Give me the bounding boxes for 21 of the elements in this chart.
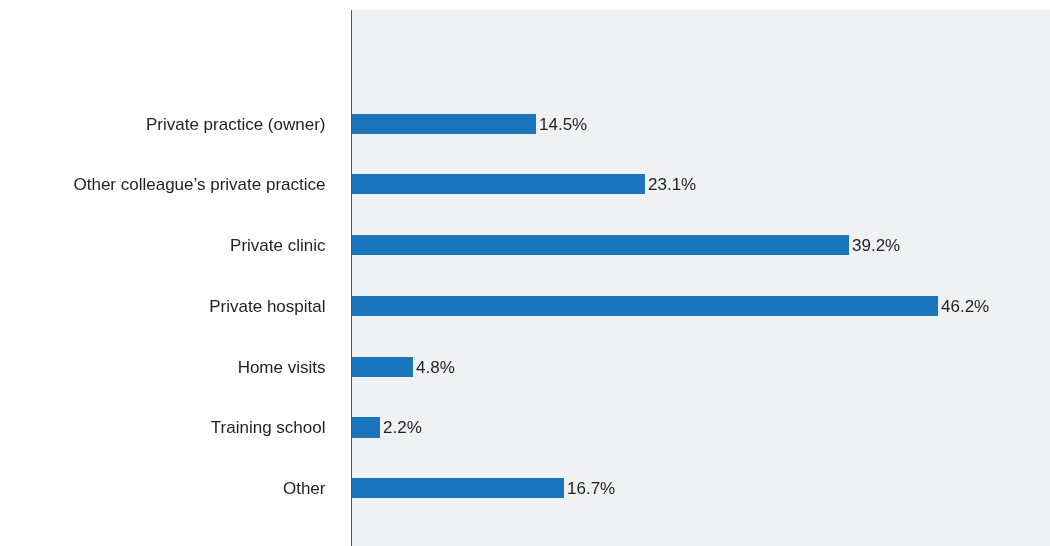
bar bbox=[352, 235, 849, 255]
y-tick-label: Other bbox=[282, 479, 326, 499]
bar bbox=[352, 478, 564, 498]
data-label: 46.2% bbox=[941, 296, 990, 316]
data-label: 2.2% bbox=[383, 418, 422, 437]
bar bbox=[352, 114, 536, 134]
bar bbox=[352, 174, 645, 194]
y-tick-label: Other colleague’s private practice bbox=[73, 175, 326, 195]
data-label: 39.2% bbox=[852, 235, 901, 255]
data-label: 4.8% bbox=[416, 357, 455, 377]
bar bbox=[352, 296, 938, 316]
y-tick-label: Home visits bbox=[237, 357, 326, 377]
bar bbox=[352, 357, 413, 377]
y-tick-label: Private hospital bbox=[209, 296, 326, 316]
y-tick-label: Private clinic bbox=[230, 236, 326, 256]
data-label: 23.1% bbox=[648, 174, 697, 194]
data-label: 14.5% bbox=[539, 114, 588, 134]
y-tick-label: Training school bbox=[210, 418, 326, 438]
bar bbox=[352, 417, 380, 438]
y-tick-label: Private practice (owner) bbox=[145, 114, 326, 134]
data-label: 16.7% bbox=[567, 478, 616, 498]
